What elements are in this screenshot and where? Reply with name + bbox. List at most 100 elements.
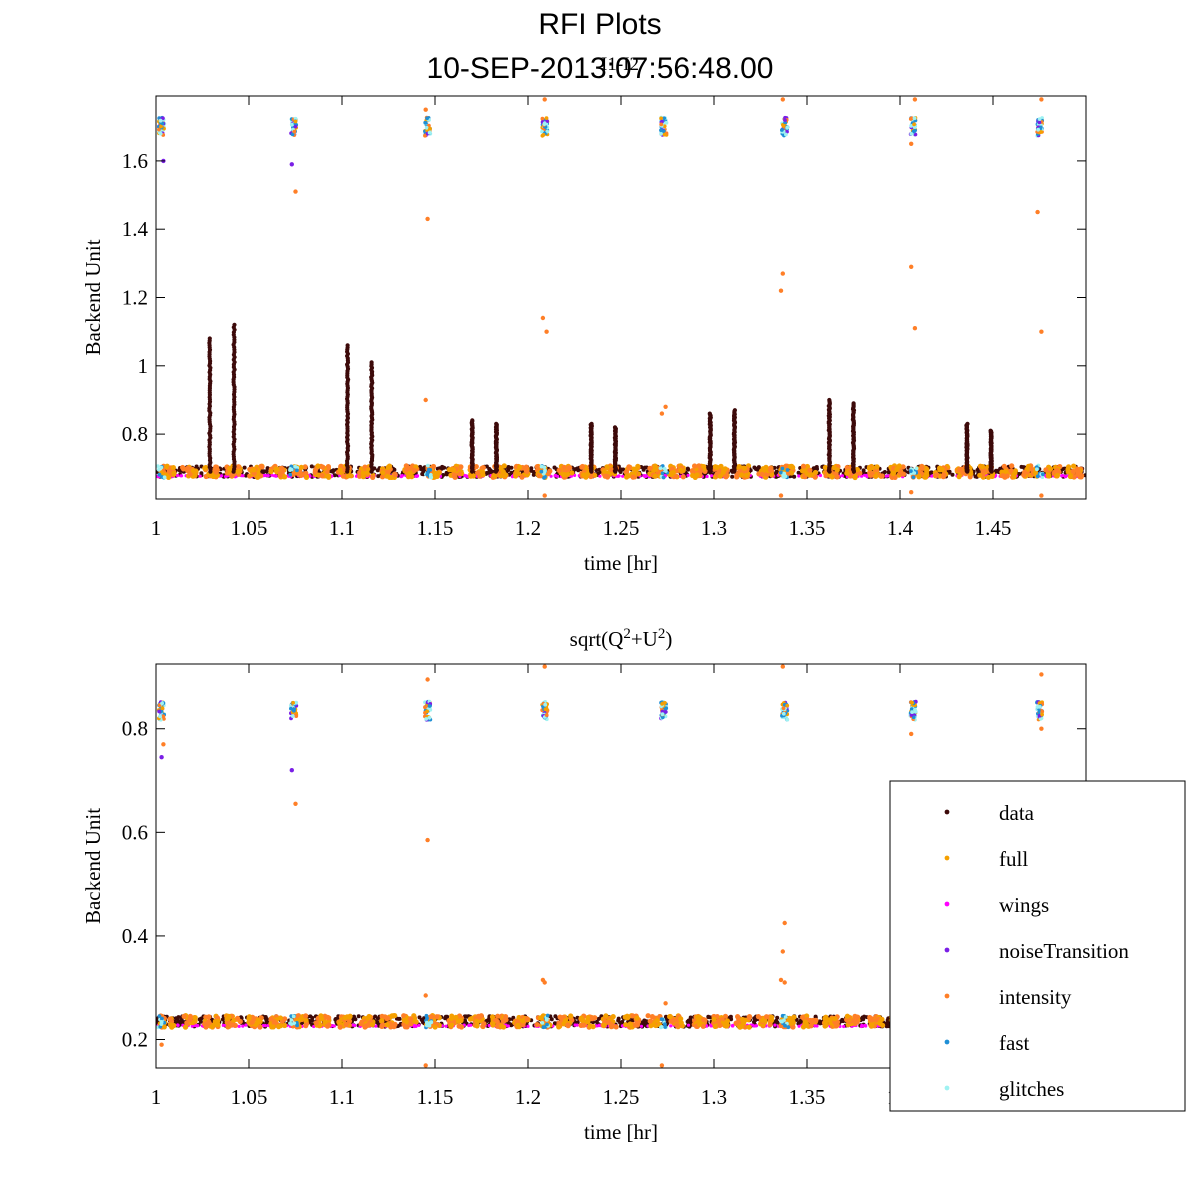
glitches-point bbox=[162, 475, 167, 480]
data-point bbox=[207, 336, 212, 341]
glitches-point bbox=[288, 467, 293, 471]
full-point bbox=[255, 474, 261, 480]
intensity-point bbox=[249, 1019, 255, 1025]
full-point bbox=[366, 1013, 372, 1020]
intensity-point bbox=[325, 464, 331, 470]
wings-point bbox=[730, 1024, 734, 1028]
full-point bbox=[662, 124, 667, 129]
full-point bbox=[474, 1023, 480, 1029]
data-point bbox=[397, 1016, 402, 1021]
intensity-point bbox=[451, 473, 458, 479]
intensity-point bbox=[386, 468, 392, 474]
full-point bbox=[317, 1022, 323, 1028]
intensity-point bbox=[542, 97, 547, 102]
intensity-point bbox=[547, 468, 553, 474]
full-point bbox=[276, 1024, 282, 1030]
full-point bbox=[425, 128, 430, 133]
intensity-point bbox=[408, 1016, 414, 1022]
full-point bbox=[253, 1022, 259, 1028]
x-tick-label: 1 bbox=[151, 516, 162, 540]
intensity-point bbox=[319, 472, 325, 479]
full-point bbox=[227, 465, 233, 472]
fast-point bbox=[425, 116, 429, 121]
figure-title: RFI Plots bbox=[538, 8, 662, 41]
wings-point bbox=[842, 1024, 846, 1029]
intensity-point bbox=[540, 116, 545, 121]
data-point bbox=[332, 473, 337, 478]
wings-point bbox=[241, 1024, 245, 1028]
full-point bbox=[293, 119, 298, 124]
intensity-point bbox=[187, 1017, 193, 1023]
intensity-point bbox=[800, 463, 807, 469]
figure-subtitle: 10-SEP-2013:07:56:48.00 bbox=[426, 52, 774, 85]
data-point bbox=[589, 421, 594, 426]
full-point bbox=[678, 467, 684, 473]
wings-point bbox=[469, 1023, 473, 1027]
data-point bbox=[618, 470, 623, 474]
glitches-point bbox=[293, 464, 297, 469]
fast-point bbox=[1041, 472, 1045, 477]
full-point bbox=[226, 1013, 232, 1020]
data-point bbox=[752, 465, 757, 470]
full-point bbox=[409, 474, 415, 480]
intensity-point bbox=[659, 122, 664, 127]
wings-point bbox=[797, 1024, 801, 1028]
intensity-point bbox=[696, 463, 702, 469]
full-point bbox=[635, 463, 641, 469]
full-point bbox=[432, 1024, 438, 1030]
panel-title: I1-I2 bbox=[601, 54, 639, 75]
full-point bbox=[251, 467, 257, 473]
intensity-point bbox=[1071, 474, 1077, 480]
intensity-point bbox=[867, 470, 873, 476]
intensity-point bbox=[313, 1020, 319, 1026]
intensity-point bbox=[187, 471, 193, 477]
full-point bbox=[255, 470, 261, 476]
intensity-point bbox=[909, 141, 914, 146]
glitches-point bbox=[158, 118, 163, 123]
data-point bbox=[232, 322, 237, 327]
x-tick-label: 1.35 bbox=[789, 516, 826, 540]
data-point bbox=[1019, 464, 1024, 469]
x-tick-label: 1.05 bbox=[231, 516, 268, 540]
fast-point bbox=[909, 469, 913, 473]
noiseTransition-point bbox=[289, 162, 294, 167]
data-point bbox=[950, 472, 955, 477]
intensity-point bbox=[933, 472, 940, 478]
full-point bbox=[380, 470, 386, 476]
full-point bbox=[500, 469, 506, 475]
full-point bbox=[624, 473, 630, 479]
fast-point bbox=[662, 116, 667, 121]
full-point bbox=[468, 1016, 474, 1022]
data-point bbox=[220, 1017, 225, 1022]
full-point bbox=[449, 1022, 455, 1028]
intensity-point bbox=[524, 468, 530, 474]
wings-point bbox=[930, 474, 934, 478]
wings-point bbox=[415, 474, 420, 478]
full-point bbox=[277, 1015, 283, 1021]
data-point bbox=[549, 1017, 554, 1022]
full-point bbox=[1012, 470, 1018, 476]
intensity-point bbox=[428, 1014, 434, 1020]
glitches-point bbox=[543, 468, 547, 473]
wings-point bbox=[175, 473, 180, 478]
wings-point bbox=[180, 474, 184, 478]
full-point bbox=[670, 469, 677, 476]
intensity-point bbox=[1008, 468, 1014, 474]
noiseTransition-point bbox=[161, 116, 165, 121]
data-point bbox=[965, 421, 970, 426]
data-point bbox=[330, 469, 335, 474]
full-point bbox=[652, 473, 658, 479]
full-point bbox=[956, 474, 962, 480]
intensity-point bbox=[1035, 209, 1040, 215]
intensity-point bbox=[680, 474, 686, 480]
full-point bbox=[852, 473, 858, 479]
intensity-point bbox=[1022, 469, 1028, 475]
data-point bbox=[775, 1015, 780, 1020]
full-point bbox=[662, 132, 667, 137]
fast-point bbox=[290, 132, 295, 137]
noiseTransition-point bbox=[913, 132, 918, 137]
data-point bbox=[421, 1020, 425, 1025]
data-point bbox=[443, 1016, 448, 1021]
glitches-point bbox=[784, 132, 788, 137]
full-point bbox=[298, 464, 304, 470]
